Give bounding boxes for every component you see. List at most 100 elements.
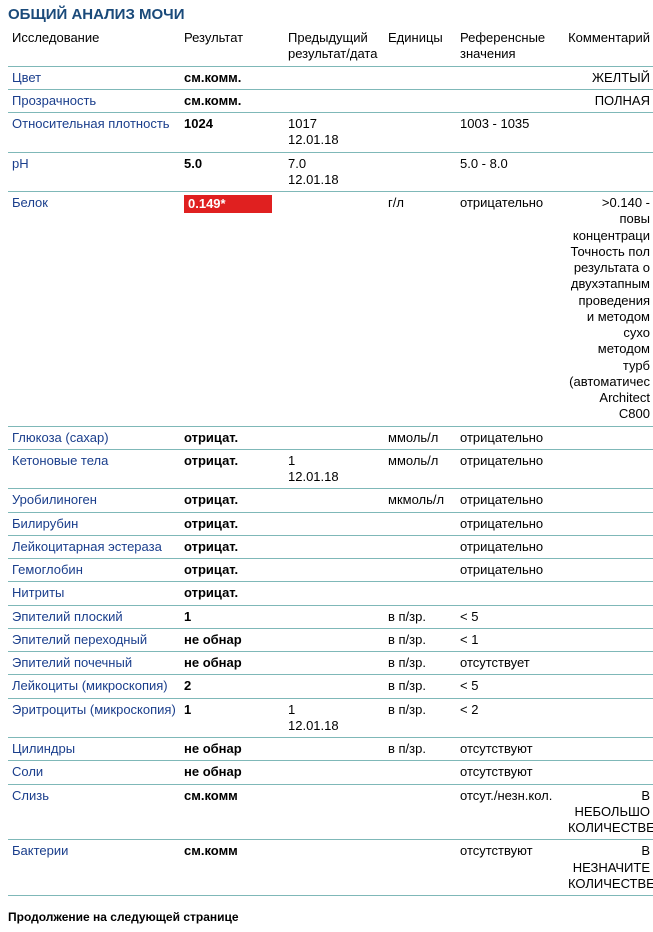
cell-prev xyxy=(284,66,384,89)
cell-comment xyxy=(564,113,653,153)
col-header-prev: Предыдущий результат/дата xyxy=(284,27,384,66)
cell-units xyxy=(384,113,456,153)
cell-comment xyxy=(564,652,653,675)
cell-prev xyxy=(284,512,384,535)
table-row: Эпителий почечныйне обнарв п/зр.отсутств… xyxy=(8,652,653,675)
cell-name: pH xyxy=(8,152,180,192)
cell-prev xyxy=(284,738,384,761)
cell-result: см.комм. xyxy=(180,89,284,112)
cell-result: 1 xyxy=(180,605,284,628)
cell-units xyxy=(384,89,456,112)
cell-result: см.комм. xyxy=(180,66,284,89)
cell-units xyxy=(384,535,456,558)
cell-result: отрицат. xyxy=(180,559,284,582)
cell-units: в п/зр. xyxy=(384,738,456,761)
cell-result: см.комм xyxy=(180,840,284,896)
table-row: Кетоновые телаотрицат.112.01.18ммоль/лот… xyxy=(8,449,653,489)
cell-units: ммоль/л xyxy=(384,426,456,449)
cell-name: Соли xyxy=(8,761,180,784)
cell-name: Уробилиноген xyxy=(8,489,180,512)
cell-ref: отрицательно xyxy=(456,512,564,535)
lab-report: ОБЩИЙ АНАЛИЗ МОЧИ Исследование Результат… xyxy=(0,0,653,932)
cell-name: Глюкоза (сахар) xyxy=(8,426,180,449)
cell-ref xyxy=(456,89,564,112)
cell-result: 1024 xyxy=(180,113,284,153)
cell-comment xyxy=(564,698,653,738)
cell-result: 5.0 xyxy=(180,152,284,192)
cell-units xyxy=(384,840,456,896)
table-row: Эпителий переходныйне обнарв п/зр.< 1 xyxy=(8,628,653,651)
cell-result: отрицат. xyxy=(180,582,284,605)
table-row: Прозрачностьсм.комм.ПОЛНАЯ xyxy=(8,89,653,112)
cell-units: в п/зр. xyxy=(384,698,456,738)
cell-result: не обнар xyxy=(180,761,284,784)
cell-prev xyxy=(284,675,384,698)
continuation-note: Продолжение на следующей странице xyxy=(8,910,645,924)
cell-result: 1 xyxy=(180,698,284,738)
cell-comment xyxy=(564,582,653,605)
cell-prev xyxy=(284,652,384,675)
cell-result: не обнар xyxy=(180,738,284,761)
cell-name: Лейкоцитарная эстераза xyxy=(8,535,180,558)
cell-comment: В НЕЗНАЧИТЕ КОЛИЧЕСТВЕ xyxy=(564,840,653,896)
results-table: Исследование Результат Предыдущий резуль… xyxy=(8,27,653,896)
cell-comment xyxy=(564,738,653,761)
cell-ref: отрицательно xyxy=(456,192,564,427)
cell-comment xyxy=(564,761,653,784)
cell-ref: отрицательно xyxy=(456,489,564,512)
cell-prev: 112.01.18 xyxy=(284,698,384,738)
cell-result: 0.149* xyxy=(180,192,284,427)
cell-ref: отсутствуют xyxy=(456,761,564,784)
cell-prev xyxy=(284,426,384,449)
table-row: Эпителий плоский1в п/зр.< 5 xyxy=(8,605,653,628)
cell-ref: отсут./незн.кол. xyxy=(456,784,564,840)
cell-units: г/л xyxy=(384,192,456,427)
cell-prev xyxy=(284,840,384,896)
table-row: Нитритыотрицат. xyxy=(8,582,653,605)
cell-comment xyxy=(564,489,653,512)
cell-name: Эпителий почечный xyxy=(8,652,180,675)
col-header-result: Результат xyxy=(180,27,284,66)
cell-comment xyxy=(564,628,653,651)
table-header-row: Исследование Результат Предыдущий резуль… xyxy=(8,27,653,66)
table-row: Билирубинотрицат.отрицательно xyxy=(8,512,653,535)
col-header-comment: Комментарий xyxy=(564,27,653,66)
cell-ref: отрицательно xyxy=(456,426,564,449)
table-row: Относительная плотность1024101712.01.181… xyxy=(8,113,653,153)
table-row: pH5.07.012.01.185.0 - 8.0 xyxy=(8,152,653,192)
cell-units xyxy=(384,512,456,535)
cell-prev: 112.01.18 xyxy=(284,449,384,489)
cell-prev: 101712.01.18 xyxy=(284,113,384,153)
cell-result: отрицат. xyxy=(180,449,284,489)
cell-comment: >0.140 - повы концентраци Точность пол р… xyxy=(564,192,653,427)
cell-units: в п/зр. xyxy=(384,675,456,698)
cell-ref xyxy=(456,582,564,605)
cell-ref xyxy=(456,66,564,89)
cell-units xyxy=(384,152,456,192)
cell-name: Лейкоциты (микроскопия) xyxy=(8,675,180,698)
cell-ref: отрицательно xyxy=(456,449,564,489)
cell-name: Прозрачность xyxy=(8,89,180,112)
table-row: Белок0.149*г/лотрицательно>0.140 - повы … xyxy=(8,192,653,427)
cell-units xyxy=(384,66,456,89)
cell-comment xyxy=(564,675,653,698)
cell-prev xyxy=(284,761,384,784)
cell-ref: отрицательно xyxy=(456,559,564,582)
table-row: Цветсм.комм.ЖЕЛТЫЙ xyxy=(8,66,653,89)
cell-comment: ЖЕЛТЫЙ xyxy=(564,66,653,89)
cell-comment xyxy=(564,449,653,489)
cell-result: не обнар xyxy=(180,652,284,675)
col-header-units: Единицы xyxy=(384,27,456,66)
table-row: Эритроциты (микроскопия)1112.01.18в п/зр… xyxy=(8,698,653,738)
cell-name: Нитриты xyxy=(8,582,180,605)
table-row: Лейкоцитарная эстеразаотрицат.отрицатель… xyxy=(8,535,653,558)
cell-ref: отсутствует xyxy=(456,652,564,675)
cell-units: в п/зр. xyxy=(384,605,456,628)
cell-name: Кетоновые тела xyxy=(8,449,180,489)
cell-units: ммоль/л xyxy=(384,449,456,489)
cell-prev xyxy=(284,559,384,582)
cell-ref: < 2 xyxy=(456,698,564,738)
cell-result: отрицат. xyxy=(180,489,284,512)
table-row: Лейкоциты (микроскопия)2в п/зр.< 5 xyxy=(8,675,653,698)
cell-name: Гемоглобин xyxy=(8,559,180,582)
